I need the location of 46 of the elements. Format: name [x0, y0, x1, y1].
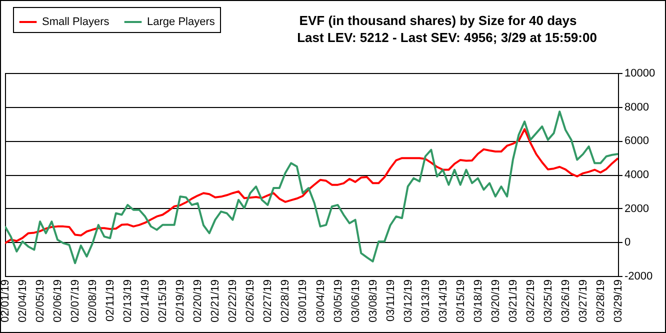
x-tick-label: 03/28/19	[594, 280, 607, 322]
x-tick-label: 02/27/19	[262, 280, 274, 322]
chart-title: EVF (in thousand shares) by Size for 40 days	[299, 13, 577, 28]
x-tick-label: 03/13/19	[420, 280, 432, 322]
y-tick-label: 0	[624, 236, 631, 249]
x-tick-label: 03/27/19	[577, 280, 590, 322]
x-tick-label: 02/05/19	[34, 280, 47, 322]
y-tick-label: 2000	[624, 202, 649, 215]
x-tick-label: 02/22/19	[227, 280, 240, 322]
x-tick-label: 02/15/19	[157, 280, 170, 322]
x-tick-label: 03/29/19	[612, 280, 624, 322]
x-tick-label: 02/21/19	[210, 280, 222, 322]
x-tick-label: 03/01/19	[297, 280, 310, 322]
chart-subtitle: Last LEV: 5212 - Last SEV: 4956; 3/29 at 15:59:00	[297, 30, 597, 45]
x-tick-label: 03/04/19	[314, 280, 327, 322]
x-tick-label: 03/25/19	[542, 280, 554, 322]
y-tick-label: 6000	[624, 135, 649, 148]
legend-label: Small Players	[42, 16, 110, 28]
x-tick-label: 03/20/19	[490, 280, 502, 322]
x-tick-label: 03/14/19	[437, 280, 450, 322]
x-tick-label: 03/06/19	[350, 280, 362, 322]
x-tick-label: 02/06/19	[52, 280, 64, 322]
x-tick-label: 03/11/19	[384, 280, 397, 322]
x-tick-label: 02/13/19	[122, 280, 134, 322]
x-tick-label: 03/21/19	[507, 280, 520, 322]
x-tick-label: 02/04/19	[17, 280, 30, 322]
x-tick-label: 03/26/19	[560, 280, 572, 322]
x-tick-label: 02/07/19	[70, 280, 82, 322]
x-tick-label: 03/08/19	[367, 280, 380, 322]
x-tick-label: 03/05/19	[332, 280, 344, 322]
legend-label: Large Players	[147, 16, 216, 28]
x-tick-label: 03/12/19	[402, 280, 414, 322]
y-tick-label: 4000	[624, 169, 649, 181]
x-tick-label: 02/26/19	[244, 280, 257, 322]
x-tick-label: 03/22/19	[524, 280, 537, 322]
x-tick-label: 02/19/19	[174, 280, 187, 322]
x-tick-label: 02/08/19	[87, 280, 100, 322]
x-tick-label: 02/14/19	[140, 280, 152, 322]
x-tick-label: 03/18/19	[472, 280, 484, 322]
y-tick-label: 8000	[624, 101, 649, 114]
x-tick-label: 03/15/19	[454, 280, 467, 322]
x-tick-label: 02/20/19	[192, 280, 204, 322]
x-tick-label: 02/11/19	[104, 280, 117, 322]
y-tick-label: 10000	[624, 68, 656, 80]
x-tick-label: 02/28/19	[280, 280, 292, 322]
y-tick-label: -2000	[624, 270, 653, 282]
